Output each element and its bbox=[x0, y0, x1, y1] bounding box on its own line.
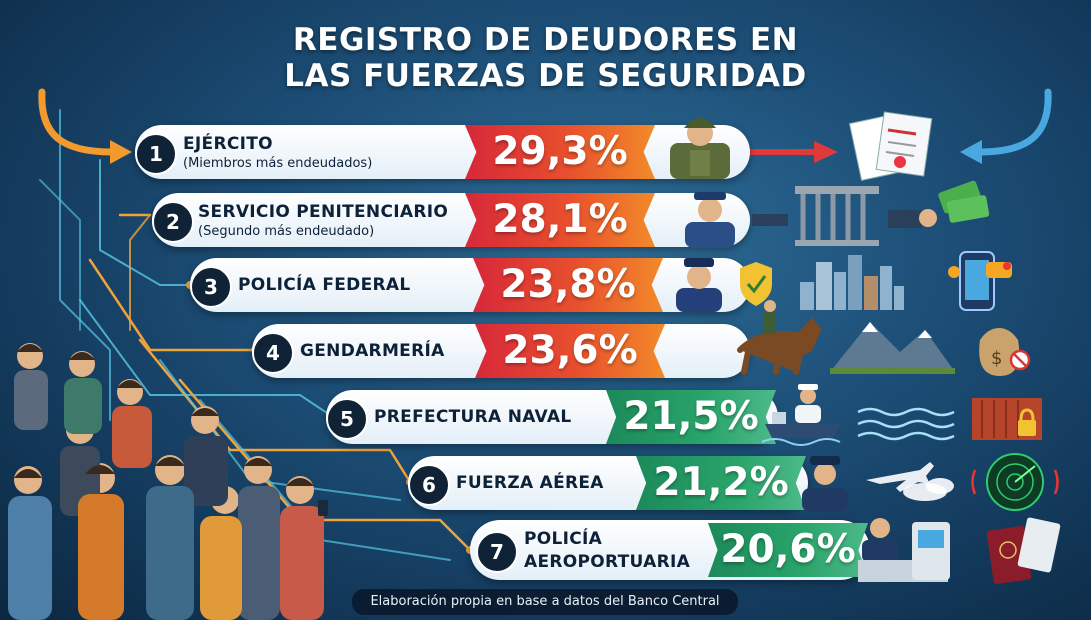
rank-row-gendarmeria: 4 GENDARMERÍA 23,6% bbox=[252, 324, 750, 378]
rank-row-policia-aeroportuaria: 7 POLICÍA AEROPORTUARIA 20,6% bbox=[470, 520, 870, 580]
rank-badge: 6 bbox=[408, 464, 450, 506]
city-skyline-icon bbox=[800, 255, 904, 310]
crowd-illustration bbox=[8, 343, 328, 620]
title-line-2: LAS FUERZAS DE SEGURIDAD bbox=[284, 58, 807, 94]
money-handoff-icon bbox=[888, 180, 990, 228]
rank-name-line-2: AEROPORTUARIA bbox=[524, 552, 691, 572]
rank-name: FUERZA AÉREA bbox=[456, 473, 604, 493]
svg-text:$: $ bbox=[991, 348, 1002, 369]
mountains-icon bbox=[830, 322, 955, 374]
page-title: REGISTRO DE DEUDORES EN LAS FUERZAS DE S… bbox=[0, 22, 1091, 94]
rank-name: EJÉRCITO bbox=[183, 134, 273, 154]
documents-icon bbox=[848, 111, 933, 181]
soldier-icon bbox=[670, 118, 730, 179]
rank-row-policia-federal: 3 POLICÍA FEDERAL 23,8% bbox=[190, 258, 750, 312]
rank-badge: 2 bbox=[152, 201, 194, 243]
rank-badge: 3 bbox=[190, 266, 232, 308]
rank-percent: 21,2% bbox=[636, 456, 806, 510]
rank-name: SERVICIO PENITENCIARIO bbox=[198, 202, 449, 222]
sailor-icon bbox=[795, 384, 821, 423]
rank-percent: 28,1% bbox=[465, 193, 655, 247]
airplane-icon bbox=[866, 462, 954, 501]
rank-row-ejercito: 1 EJÉRCITO (Miembros más endeudados) 29,… bbox=[135, 125, 750, 179]
rank-badge: 4 bbox=[252, 332, 294, 374]
guard-icon bbox=[685, 192, 735, 248]
rank-percent: 23,8% bbox=[473, 258, 663, 312]
money-bag-icon: $ bbox=[979, 328, 1031, 376]
ship-icon bbox=[761, 412, 842, 446]
rank-subtitle: (Segundo más endeudado) bbox=[198, 224, 375, 239]
rank-name: POLICÍA FEDERAL bbox=[238, 275, 411, 295]
passport-icon bbox=[986, 517, 1061, 584]
rank-row-servicio-penitenciario: 2 SERVICIO PENITENCIARIO (Segundo más en… bbox=[152, 193, 750, 247]
horse-rider-icon bbox=[737, 300, 822, 375]
locked-container-icon bbox=[972, 398, 1042, 440]
shield-check-icon bbox=[740, 262, 772, 306]
rank-percent: 21,5% bbox=[606, 390, 776, 444]
rank-name: GENDARMERÍA bbox=[300, 341, 445, 361]
rank-badge: 1 bbox=[135, 133, 177, 175]
prison-bars-icon bbox=[752, 186, 879, 246]
rank-name: PREFECTURA NAVAL bbox=[374, 407, 572, 427]
source-footer: Elaboración propia en base a datos del B… bbox=[352, 589, 738, 615]
rank-name-line-1: POLICÍA bbox=[524, 529, 603, 549]
waves-icon bbox=[857, 407, 955, 441]
rank-row-prefectura-naval: 5 PREFECTURA NAVAL 21,5% bbox=[326, 390, 778, 444]
rank-percent: 29,3% bbox=[465, 125, 655, 179]
rank-badge: 5 bbox=[326, 398, 368, 440]
phone-alert-icon bbox=[948, 251, 1012, 311]
radar-icon bbox=[971, 453, 1059, 511]
rank-percent: 20,6% bbox=[708, 523, 868, 577]
rank-badge: 7 bbox=[476, 531, 518, 573]
rank-percent: 23,6% bbox=[475, 324, 665, 378]
checkin-kiosk-icon bbox=[912, 522, 950, 580]
title-line-1: REGISTRO DE DEUDORES EN bbox=[292, 22, 799, 58]
pilot-icon bbox=[802, 456, 848, 512]
rank-subtitle: (Miembros más endeudados) bbox=[183, 156, 373, 171]
rank-row-fuerza-aerea: 6 FUERZA AÉREA 21,2% bbox=[408, 456, 808, 510]
police-officer-icon bbox=[676, 258, 722, 312]
